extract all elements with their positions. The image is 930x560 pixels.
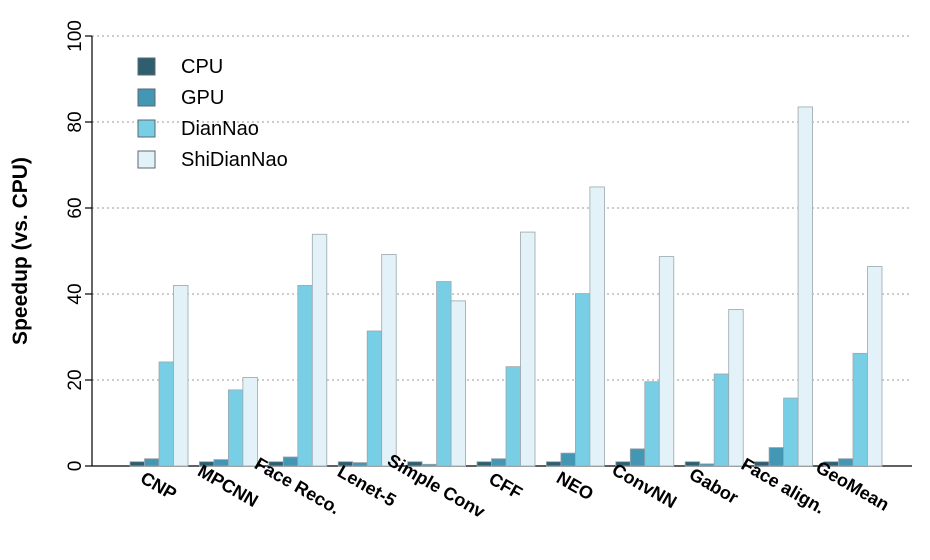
legend-swatch-shidiannao (137, 150, 156, 169)
bar-neo-cpu (546, 461, 562, 467)
bar-neo-diannao (575, 293, 591, 467)
bar-face-align-diannao (783, 397, 799, 467)
bar-geomean-diannao (852, 352, 868, 467)
legend-swatch-diannao (137, 119, 156, 138)
x-label-cff: CFF (485, 468, 525, 503)
x-label-mpcnn: MPCNN (194, 461, 261, 511)
bar-geomean-shidiannao (867, 266, 883, 467)
bar-face-align-gpu (768, 447, 784, 467)
legend-item-gpu: GPU (137, 87, 224, 109)
bar-cff-cpu (476, 461, 492, 467)
bars (129, 106, 883, 467)
bar-cnp-gpu (144, 458, 160, 467)
bar-convnn-shidiannao (658, 256, 675, 467)
bar-group-neo (546, 186, 605, 467)
y-tick-label-60: 60 (65, 197, 86, 218)
x-label-convnn: ConvNN (609, 459, 680, 512)
legend-label-diannao: DianNao (181, 118, 259, 140)
legend-label-gpu: GPU (181, 87, 224, 109)
legend-label-cpu: CPU (181, 56, 223, 78)
bar-group-geomean (823, 266, 883, 467)
bar-face-reco-gpu (282, 456, 299, 467)
bar-geomean-gpu (838, 458, 854, 467)
bar-simple-conv-gpu (421, 463, 438, 467)
bar-lenet-5-gpu (352, 462, 368, 467)
legend-label-shidiannao: ShiDianNao (181, 149, 288, 171)
bar-group-lenet-5 (337, 254, 397, 467)
y-tick-label-40: 40 (65, 283, 86, 304)
bar-convnn-gpu (629, 448, 646, 467)
bar-mpcnn-shidiannao (242, 377, 258, 467)
y-tick-label-100: 100 (65, 20, 86, 52)
bar-face-reco-diannao (297, 284, 313, 467)
y-axis-label: Speedup (vs. CPU) (9, 157, 32, 345)
bar-cff-shidiannao (520, 231, 536, 467)
bar-group-gabor (684, 309, 744, 467)
x-label-cnp: CNP (137, 468, 180, 504)
legend-item-cpu: CPU (137, 56, 223, 78)
bar-group-convnn (615, 256, 675, 467)
legend: CPU GPU DianNao ShiDianNao (137, 56, 288, 171)
bar-group-cff (476, 231, 536, 467)
bar-convnn-diannao (644, 381, 660, 467)
bar-group-face-reco (268, 233, 328, 467)
bar-neo-gpu (560, 452, 576, 467)
bar-face-reco-shidiannao (311, 233, 328, 467)
bar-gabor-gpu (699, 463, 715, 467)
y-tick-label-0: 0 (65, 461, 86, 472)
x-label-gabor: Gabor (686, 464, 742, 508)
bar-cff-gpu (491, 458, 507, 467)
bar-mpcnn-diannao (227, 389, 244, 467)
x-label-neo: NEO (553, 467, 597, 504)
bar-group-cnp (129, 284, 189, 467)
bar-simple-conv-diannao (436, 281, 452, 467)
bar-group-face-align (754, 106, 813, 467)
bar-cnp-shidiannao (173, 284, 189, 467)
bar-lenet-5-diannao (366, 330, 383, 467)
y-tick-label-20: 20 (65, 369, 86, 390)
legend-swatch-cpu (137, 57, 156, 76)
bar-mpcnn-gpu (213, 459, 229, 467)
bar-group-mpcnn (198, 377, 258, 467)
legend-item-diannao: DianNao (137, 118, 259, 140)
bar-simple-conv-cpu (407, 461, 423, 467)
bar-cnp-diannao (158, 361, 174, 467)
y-tick-label-80: 80 (65, 111, 86, 132)
bar-gabor-shidiannao (728, 309, 744, 467)
y-axis-ticks: 0 20 40 60 80 100 (65, 20, 92, 471)
bar-simple-conv-shidiannao (450, 300, 467, 467)
bar-neo-shidiannao (589, 186, 605, 467)
bar-gabor-diannao (713, 373, 730, 467)
bar-cff-diannao (505, 366, 521, 467)
legend-swatch-gpu (137, 88, 156, 107)
bar-face-align-shidiannao (797, 106, 813, 467)
bar-lenet-5-shidiannao (381, 254, 397, 467)
bar-group-simple-conv (407, 281, 467, 467)
legend-item-shidiannao: ShiDianNao (137, 149, 288, 171)
grid-lines (92, 35, 912, 381)
bar-cnp-cpu (129, 461, 145, 467)
